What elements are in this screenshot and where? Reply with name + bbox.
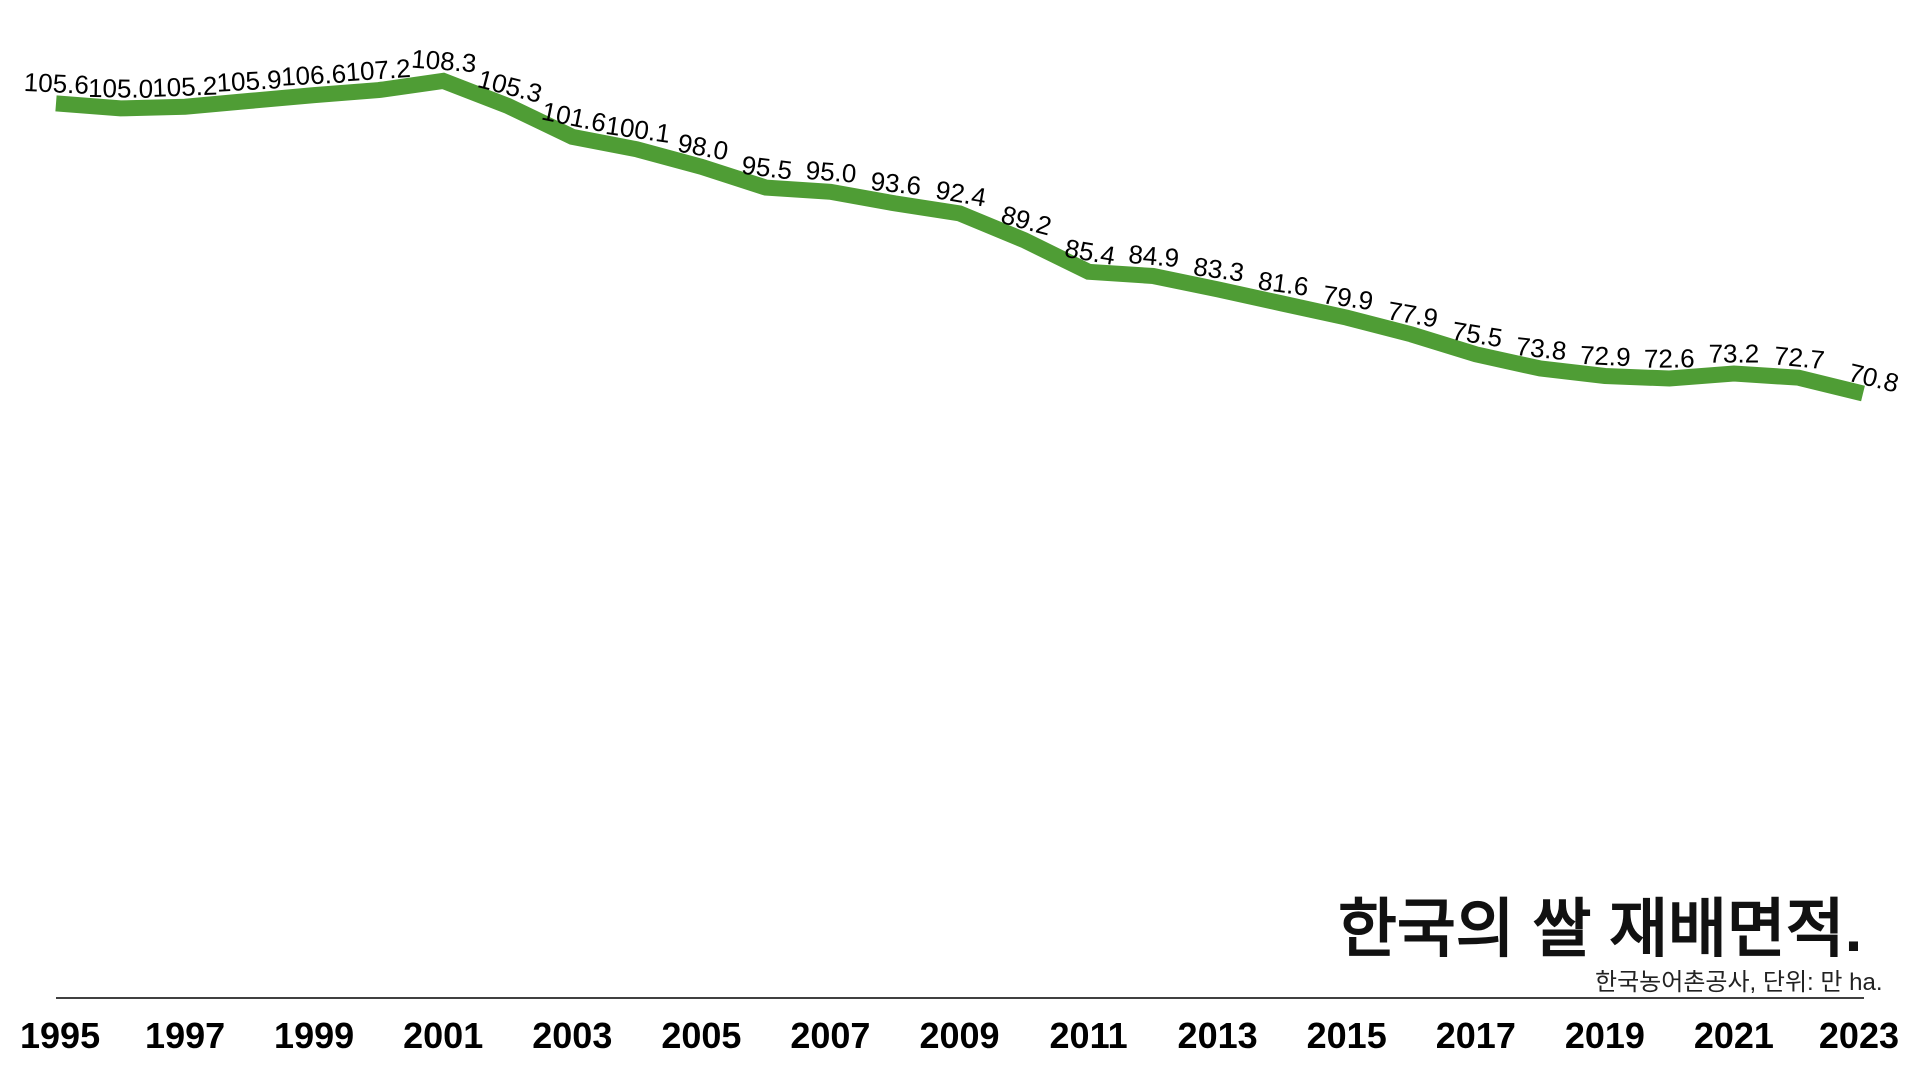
svg-text:73.8: 73.8 xyxy=(1515,331,1568,366)
svg-text:107.2: 107.2 xyxy=(345,53,412,87)
svg-text:2001: 2001 xyxy=(403,1015,483,1056)
svg-text:72.6: 72.6 xyxy=(1644,343,1695,374)
svg-text:105.2: 105.2 xyxy=(152,71,218,103)
svg-text:72.9: 72.9 xyxy=(1579,340,1631,372)
svg-text:108.3: 108.3 xyxy=(410,44,477,79)
svg-text:105.6: 105.6 xyxy=(23,67,89,100)
svg-text:2003: 2003 xyxy=(532,1015,612,1056)
svg-text:1997: 1997 xyxy=(145,1015,225,1056)
svg-text:2023: 2023 xyxy=(1819,1015,1899,1056)
svg-text:2021: 2021 xyxy=(1694,1015,1774,1056)
svg-text:2015: 2015 xyxy=(1307,1015,1387,1056)
svg-text:105.0: 105.0 xyxy=(88,73,154,104)
svg-text:1999: 1999 xyxy=(274,1015,354,1056)
svg-text:2011: 2011 xyxy=(1050,1015,1128,1056)
svg-text:2005: 2005 xyxy=(661,1015,741,1056)
svg-text:2007: 2007 xyxy=(790,1015,870,1056)
svg-text:2019: 2019 xyxy=(1565,1015,1645,1056)
svg-text:106.6: 106.6 xyxy=(280,58,347,91)
svg-text:1995: 1995 xyxy=(20,1015,100,1056)
svg-text:2009: 2009 xyxy=(919,1015,999,1056)
svg-text:2017: 2017 xyxy=(1436,1015,1516,1056)
svg-text:95.5: 95.5 xyxy=(740,150,794,186)
svg-text:72.7: 72.7 xyxy=(1773,340,1826,375)
svg-text:2013: 2013 xyxy=(1178,1015,1258,1056)
svg-text:84.9: 84.9 xyxy=(1127,239,1180,273)
svg-text:95.0: 95.0 xyxy=(805,155,858,189)
svg-text:93.6: 93.6 xyxy=(869,166,922,201)
svg-text:73.2: 73.2 xyxy=(1709,338,1760,368)
svg-text:105.9: 105.9 xyxy=(216,64,283,98)
